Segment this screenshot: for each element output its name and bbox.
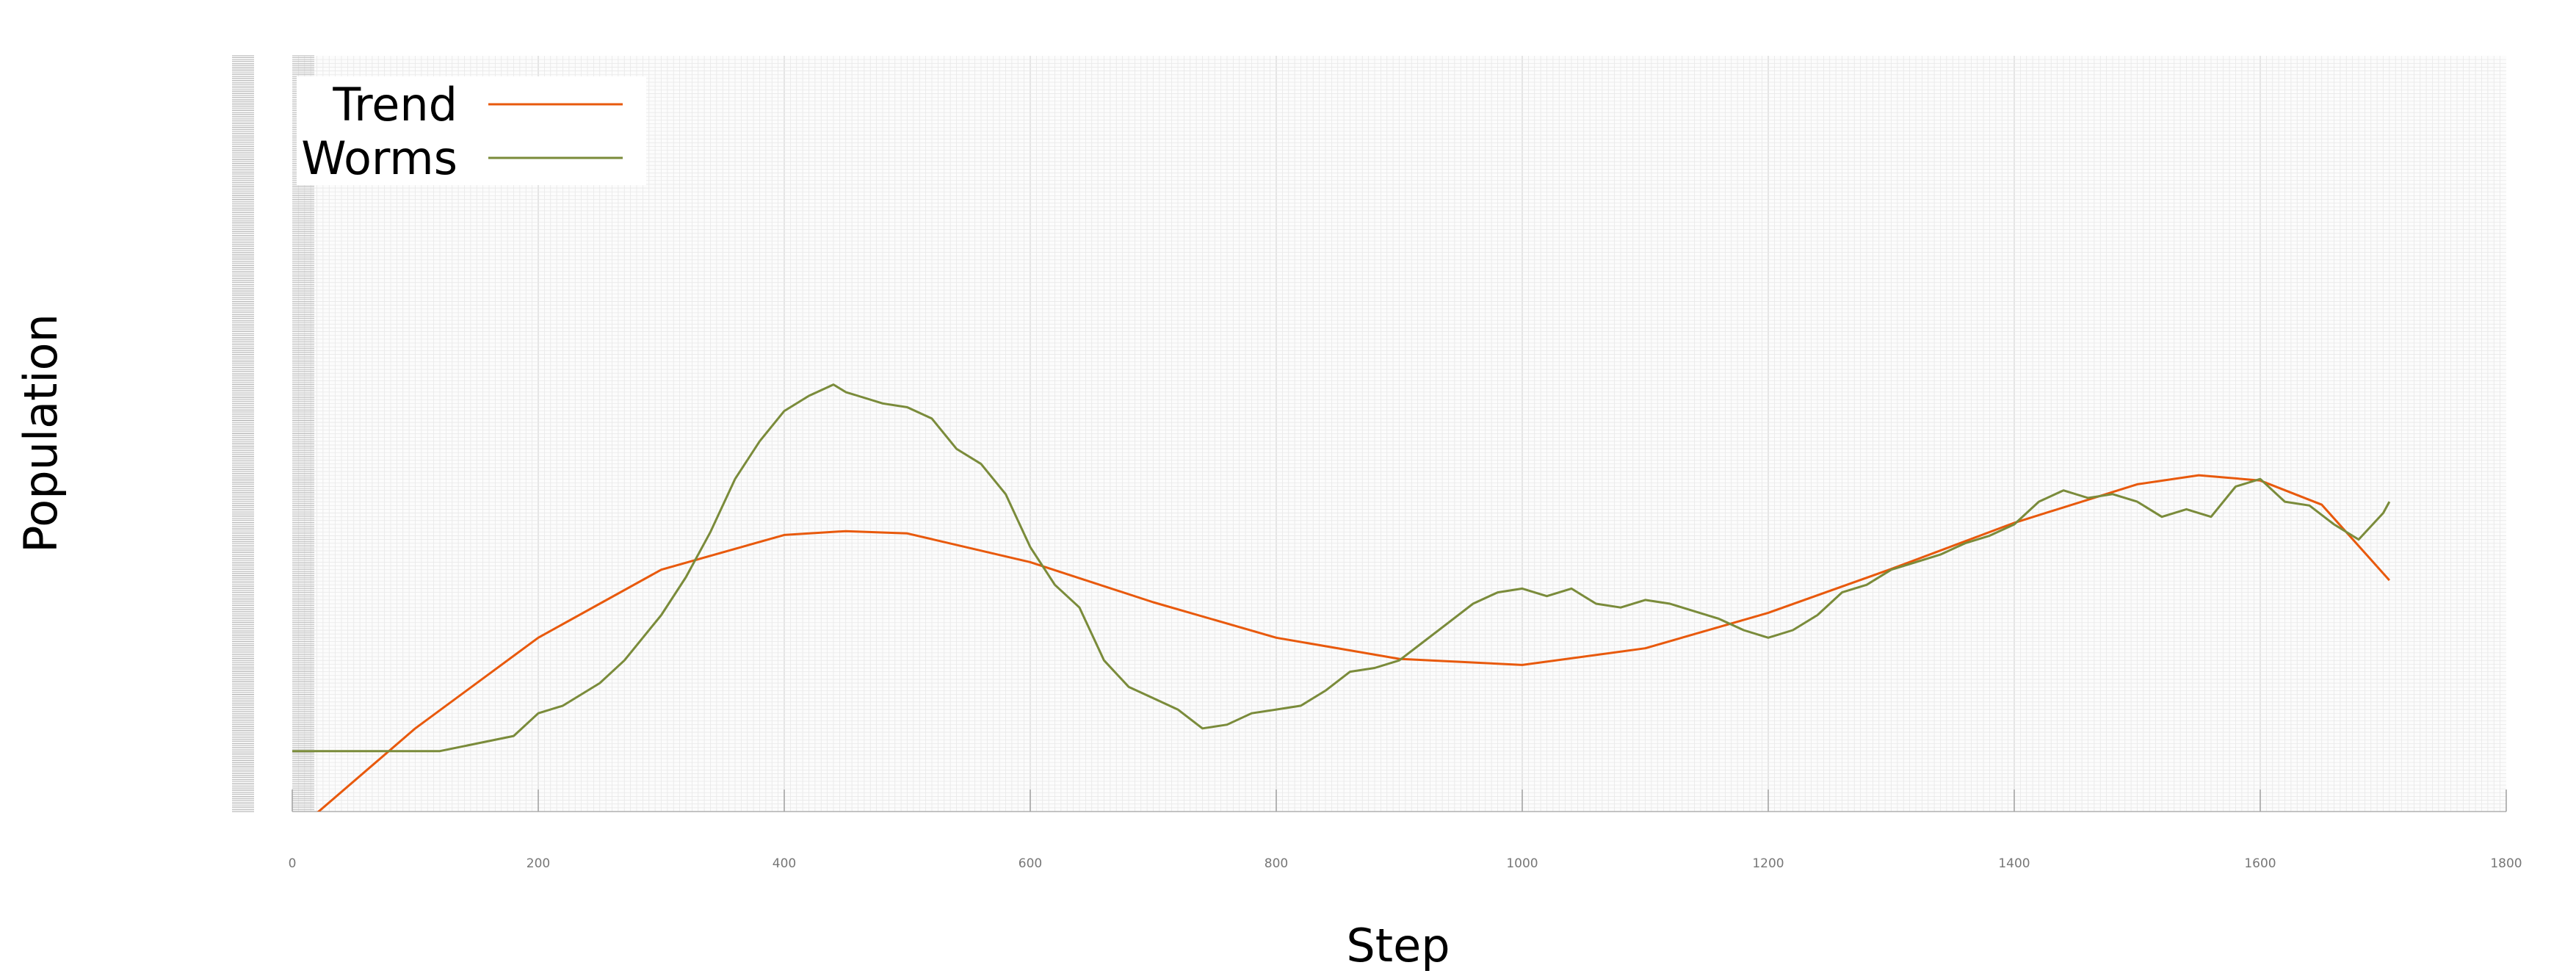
x-tick-label: 400 [773, 856, 796, 871]
x-tick-label: 600 [1019, 856, 1042, 871]
x-tick-label: 1400 [1998, 856, 2030, 871]
legend-box [297, 76, 646, 185]
x-tick-label: 800 [1265, 856, 1288, 871]
series-line-worms [292, 383, 2391, 753]
x-tick-label: 1600 [2244, 856, 2276, 871]
grid [292, 56, 2506, 812]
x-axis-ticks: 0 200 400 600 800 1000 1200 1400 1600 1800 [289, 790, 2522, 871]
y-axis-title: Population [14, 314, 68, 553]
legend: Trend Worms [297, 76, 646, 185]
x-tick-label: 1200 [1752, 856, 1784, 871]
x-axis-title: Step [1346, 919, 1450, 972]
x-tick-label: 200 [527, 856, 550, 871]
series-line-trend [316, 474, 2391, 812]
x-tick-label: 1000 [1506, 856, 1538, 871]
legend-label-trend: Trend [332, 78, 457, 131]
x-tick-label: 1800 [2490, 856, 2522, 871]
x-tick-label: 0 [289, 856, 297, 871]
series-layer [292, 383, 2391, 812]
legend-label-worms: Worms [301, 131, 457, 185]
